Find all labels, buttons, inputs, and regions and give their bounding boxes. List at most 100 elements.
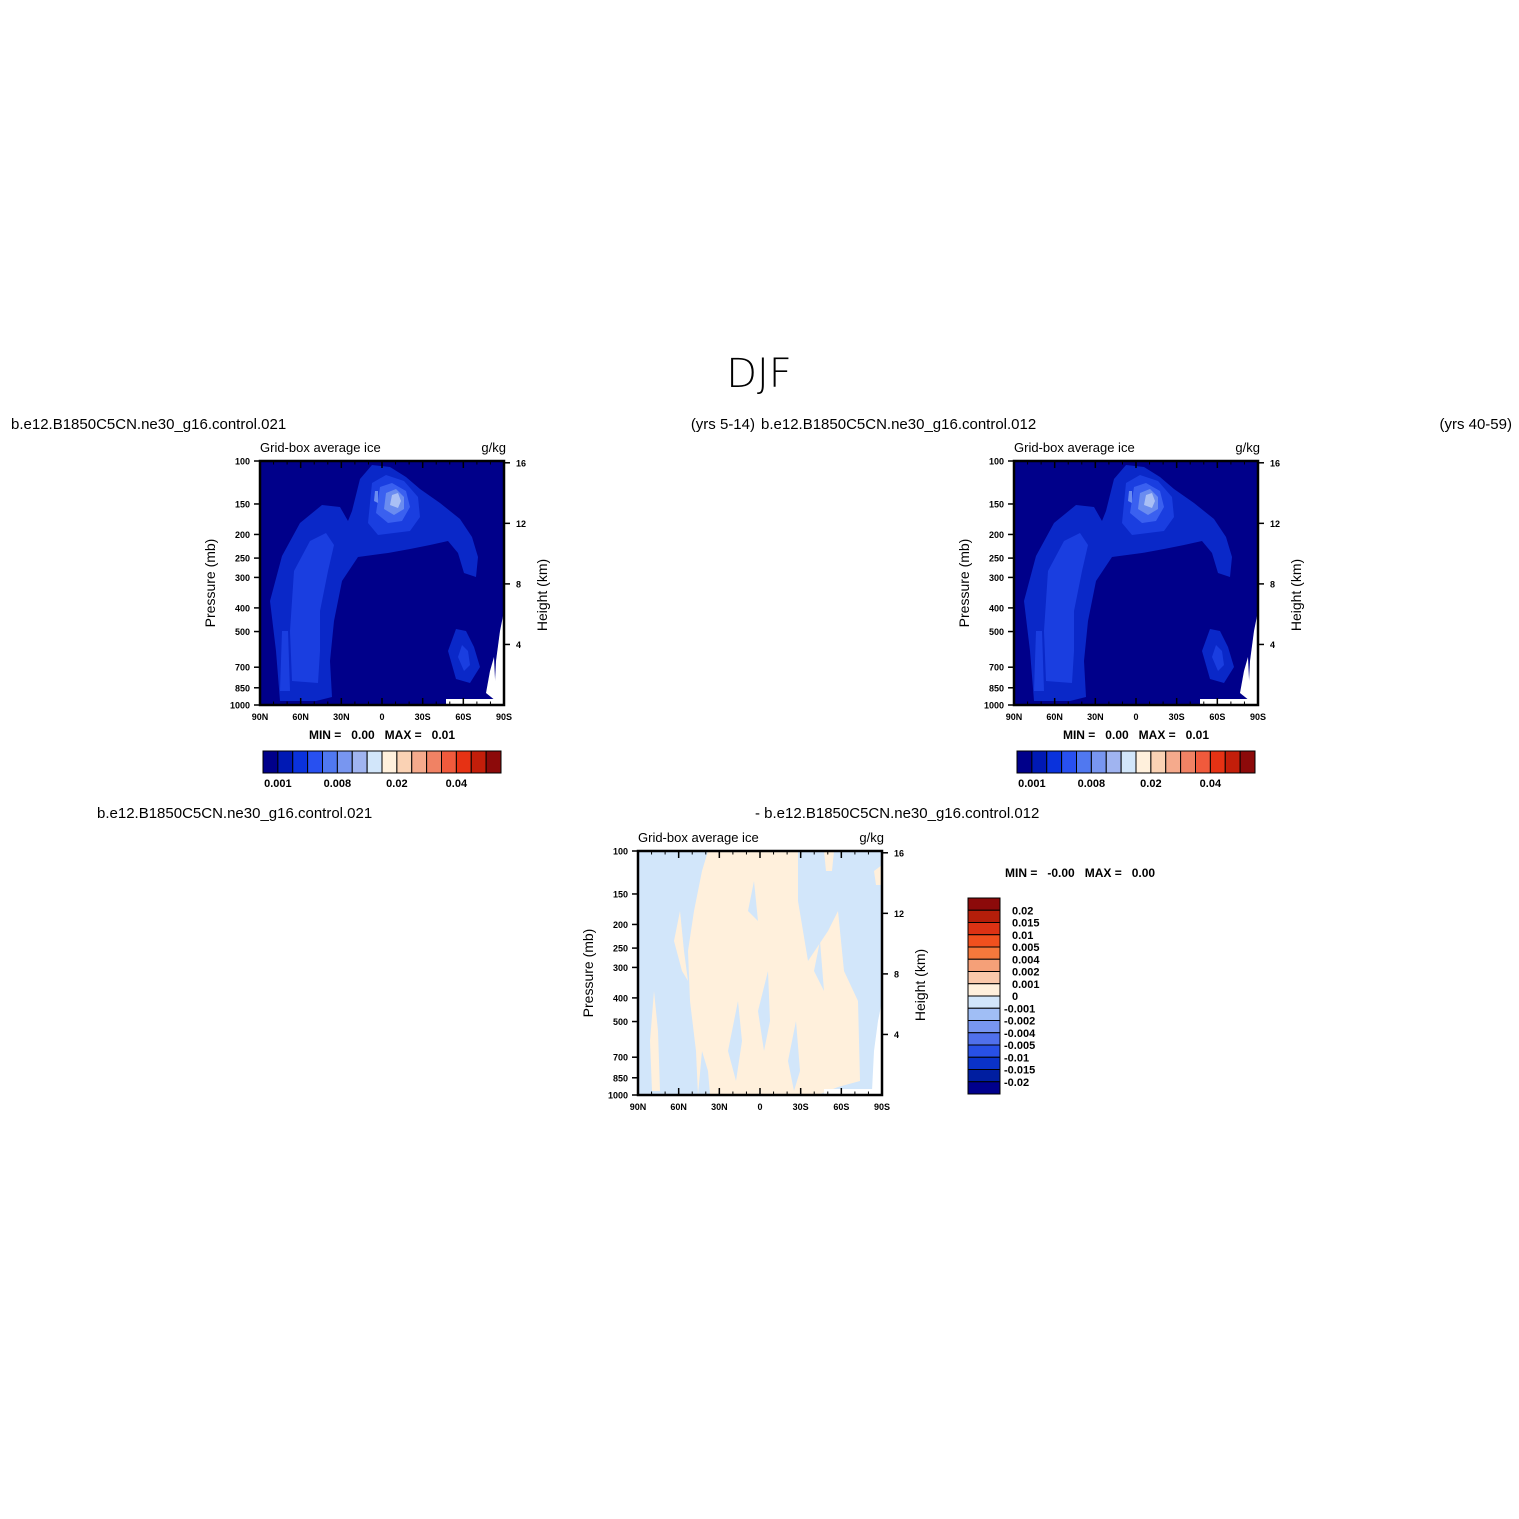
- y-right-tick-label: 8: [516, 579, 521, 589]
- colorbar-label: 0.02: [386, 778, 407, 790]
- y-tick-label: 300: [613, 963, 628, 973]
- panel-left: Grid-box average ice g/kg 90N 60N 30N 0 30S 60S…: [202, 440, 550, 790]
- x-tick-label: 90S: [1250, 712, 1266, 722]
- y-tick-label: 700: [989, 663, 1004, 673]
- x-tick-label: 30S: [1169, 712, 1185, 722]
- y-right-tick-label: 4: [516, 640, 521, 650]
- y-tick-label: 100: [989, 457, 1004, 467]
- colorbar-label: 0.04: [446, 778, 468, 790]
- x-tick-label: 0: [757, 1102, 762, 1112]
- colorbar-box: [967, 1007, 1001, 1021]
- y-right-tick-label: 8: [1270, 579, 1275, 589]
- colorbar-box: [262, 750, 279, 774]
- colorbar-box: [485, 750, 502, 774]
- y-tick-label: 500: [613, 1017, 628, 1027]
- colorbar-label: 0.001: [1012, 979, 1040, 991]
- y-tick-label: 200: [613, 920, 628, 930]
- colorbar-box: [1180, 750, 1196, 774]
- x-tick-label: 30N: [711, 1102, 728, 1112]
- colorbar-box: [967, 897, 1001, 911]
- x-tick-label: 60N: [670, 1102, 687, 1112]
- colorbar-box: [967, 946, 1001, 960]
- x-tick-label: 30N: [333, 712, 350, 722]
- colorbar-box: [366, 750, 383, 774]
- x-tick-label: 90N: [1006, 712, 1023, 722]
- y-right-tick-label: 4: [1270, 640, 1275, 650]
- panel-subtitle: Grid-box average ice: [260, 440, 381, 455]
- colorbar-box: [292, 750, 309, 774]
- panel-subtitle: Grid-box average ice: [638, 830, 759, 845]
- y-tick-label: 700: [613, 1053, 628, 1063]
- colorbar-box: [1150, 750, 1167, 774]
- colorbar-box: [455, 750, 472, 774]
- y-tick-label: 150: [235, 499, 250, 509]
- colorbar-box: [967, 1044, 1001, 1058]
- colorbar-box: [470, 750, 487, 774]
- colorbar-box: [396, 750, 413, 774]
- figure-title: DJF: [726, 351, 792, 397]
- right-case-label: b.e12.B1850C5CN.ne30_g16.control.012: [761, 416, 1036, 433]
- colorbar-label: 0.008: [1078, 778, 1106, 790]
- colorbar-box: [1031, 750, 1048, 774]
- y-tick-label: 150: [989, 499, 1004, 509]
- x-tick-label: 30S: [793, 1102, 809, 1112]
- x-tick-label: 60N: [1046, 712, 1063, 722]
- y-tick-label: 400: [613, 993, 628, 1003]
- colorbar-box: [1209, 750, 1226, 774]
- y-axis-label: Pressure (mb): [202, 539, 218, 628]
- y-tick-label: 300: [989, 573, 1004, 583]
- colorbar-label: -0.01: [1004, 1052, 1029, 1064]
- y-tick-label: 850: [613, 1073, 628, 1083]
- y-right-axis-label: Height (km): [1288, 559, 1304, 631]
- x-tick-label: 60S: [1209, 712, 1225, 722]
- colorbar-box: [967, 1032, 1001, 1046]
- colorbar-label: 0.002: [1012, 967, 1040, 979]
- colorbar-box: [1061, 750, 1077, 774]
- colorbar-box: [1046, 750, 1063, 774]
- colorbar-box: [351, 750, 368, 774]
- diff-case-b-label: - b.e12.B1850C5CN.ne30_g16.control.012: [755, 805, 1039, 822]
- colorbar-box: [1016, 750, 1033, 774]
- colorbar-box: [336, 750, 353, 774]
- left-contour-field: [260, 461, 504, 705]
- colorbar-box: [381, 750, 398, 774]
- x-tick-label: 60S: [455, 712, 471, 722]
- colorbar-box: [967, 1056, 1001, 1070]
- colorbar-label: -0.002: [1004, 1016, 1035, 1028]
- colorbar-box: [411, 750, 428, 774]
- colorbar-box: [967, 1081, 1001, 1095]
- colorbar: 0.001 0.008 0.02 0.04: [262, 750, 502, 790]
- colorbar-box: [967, 922, 1001, 936]
- x-tick-label: 90N: [252, 712, 269, 722]
- y-tick-label: 250: [989, 554, 1004, 564]
- y-tick-label: 500: [235, 627, 250, 637]
- y-tick-label: 500: [989, 627, 1004, 637]
- colorbar-label: -0.001: [1004, 1003, 1035, 1015]
- colorbar: 0.001 0.008 0.02 0.04: [1016, 750, 1256, 790]
- y-tick-label: 150: [613, 889, 628, 899]
- x-tick-label: 30S: [415, 712, 431, 722]
- colorbar-box: [967, 1069, 1001, 1083]
- colorbar-box: [1165, 750, 1182, 774]
- x-tick-label: 0: [379, 712, 384, 722]
- x-tick-label: 60N: [292, 712, 309, 722]
- colorbar-box: [1076, 750, 1092, 774]
- colorbar-label: 0.01: [1012, 930, 1033, 942]
- left-years-label: (yrs 5-14): [691, 416, 755, 433]
- colorbar-box: [1105, 750, 1122, 774]
- colorbar-box: [967, 934, 1001, 948]
- colorbar-box: [1090, 750, 1107, 774]
- colorbar-label: 0.015: [1012, 918, 1040, 930]
- y-tick-label: 1000: [984, 701, 1004, 711]
- diff-contour-field: [638, 851, 882, 1095]
- colorbar-label: 0.001: [264, 778, 292, 790]
- y-tick-label: 850: [989, 683, 1004, 693]
- y-tick-label: 300: [235, 573, 250, 583]
- y-right-axis-label: Height (km): [912, 949, 928, 1021]
- right-years-label: (yrs 40-59): [1439, 416, 1512, 433]
- colorbar-label: 0.004: [1012, 954, 1040, 966]
- colorbar-box: [307, 750, 323, 774]
- colorbar-box: [322, 750, 338, 774]
- y-right-tick-label: 16: [894, 848, 904, 858]
